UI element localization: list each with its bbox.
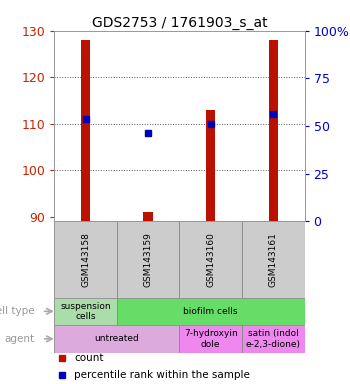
- Bar: [206, 110, 215, 221]
- Bar: [179, 325, 242, 353]
- Bar: [144, 212, 153, 221]
- Bar: [242, 221, 304, 298]
- Text: biofilm cells: biofilm cells: [183, 307, 238, 316]
- Text: satin (indol
e-2,3-dione): satin (indol e-2,3-dione): [246, 329, 301, 349]
- Text: suspension
cells: suspension cells: [60, 301, 111, 321]
- Text: count: count: [74, 353, 104, 363]
- Text: GSM143158: GSM143158: [81, 232, 90, 287]
- Text: percentile rank within the sample: percentile rank within the sample: [74, 370, 250, 380]
- Bar: [268, 40, 278, 221]
- Bar: [54, 221, 117, 298]
- Bar: [81, 40, 90, 221]
- Text: 7-hydroxyin
dole: 7-hydroxyin dole: [184, 329, 238, 349]
- Text: GSM143159: GSM143159: [144, 232, 153, 287]
- Bar: [179, 221, 242, 298]
- Title: GDS2753 / 1761903_s_at: GDS2753 / 1761903_s_at: [92, 16, 267, 30]
- Bar: [54, 325, 179, 353]
- Text: cell type: cell type: [0, 306, 34, 316]
- Bar: [54, 298, 117, 325]
- Text: untreated: untreated: [94, 334, 139, 343]
- Bar: [117, 221, 179, 298]
- Bar: [117, 298, 304, 325]
- Text: GSM143160: GSM143160: [206, 232, 215, 287]
- Text: GSM143161: GSM143161: [269, 232, 278, 287]
- Bar: [242, 325, 304, 353]
- Text: agent: agent: [4, 334, 34, 344]
